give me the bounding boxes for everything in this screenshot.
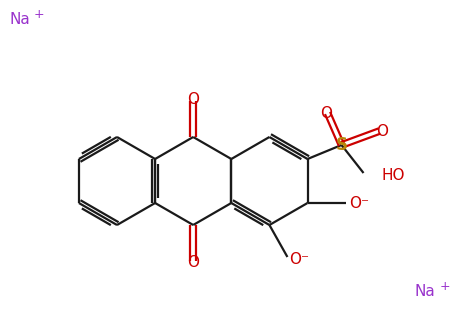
Text: O: O <box>187 93 199 108</box>
Text: +: + <box>440 279 451 293</box>
Text: Na: Na <box>415 285 436 300</box>
Text: +: + <box>34 8 45 20</box>
Text: O⁻: O⁻ <box>290 251 310 266</box>
Text: S: S <box>336 136 347 154</box>
Text: O: O <box>376 123 389 138</box>
Text: Na: Na <box>10 12 31 27</box>
Text: O: O <box>320 106 333 121</box>
Text: O⁻: O⁻ <box>349 196 370 211</box>
Text: HO: HO <box>382 167 405 182</box>
Text: O: O <box>187 255 199 270</box>
